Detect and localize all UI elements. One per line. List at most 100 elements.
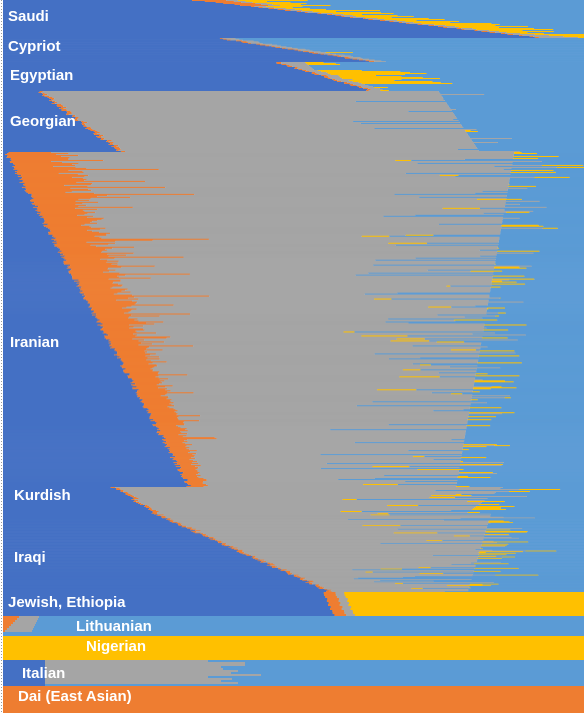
bar-segment-yellow [319,12,381,14]
bar-segment-lightblue [490,477,584,479]
bar-segment-orange [130,496,135,498]
bar-segment-gray [163,514,371,516]
bar-segment-orange [534,37,539,39]
bar-segment-orange [100,325,144,327]
bar-segment-lightblue [402,582,584,585]
bar-segment-gray [185,443,464,445]
bar-segment-yellow [338,75,376,77]
bar-segment-gray [63,106,449,108]
bar-segment-orange [122,364,157,366]
bar-segment-lightblue [503,213,584,216]
bar-segment-blue [3,43,257,45]
bar-segment-lightblue [486,309,584,311]
bar-segment-lightblue [368,85,584,87]
bar-segment-lightblue [344,54,584,56]
bar-segment-gray [112,143,474,145]
bar-segment-orange [157,427,181,429]
bar-segment-gray [434,25,446,27]
bar-segment-yellow [468,587,471,589]
bar-segment-lightblue [320,454,584,456]
bar-segment-yellow [342,499,357,501]
bar-segment-blue [3,370,124,372]
bar-segment-gray [538,37,579,39]
bar-segment-lightblue [456,482,584,484]
bar-segment-lightblue [277,44,584,46]
bar-segment-lightblue [427,269,584,271]
bar-segment-orange [66,113,72,115]
bar-segment-lightblue [470,404,584,406]
bar-segment-orange [44,219,98,222]
bar-segment-blue [3,549,239,551]
bar-segment-blue [3,429,158,431]
bar-segment-orange [309,582,313,585]
bar-segment-orange [92,307,123,309]
bar-segment-lightblue [463,469,584,471]
bar-segment-lightblue [488,300,584,302]
bar-segment-gray [165,394,473,396]
bar-segment-blue [3,244,55,247]
bar-segment-lightblue [439,376,584,378]
bar-segment-blue [3,439,163,441]
bar-segment-orange [178,525,183,527]
bar-segment-gray [112,247,498,250]
bar-segment-blue [3,438,166,440]
bar-segment-lightblue [497,245,584,248]
bar-segment-blue [3,35,520,37]
bar-segment-orange [74,280,121,282]
bar-segment-gray [110,287,491,289]
bar-segment-blue [3,558,254,560]
bar-segment-blue [3,79,333,81]
bar-segment-lightblue [426,242,584,245]
bar-segment-orange [122,361,167,363]
bar-segment-orange [54,102,57,104]
bar-segment-blue [3,327,103,329]
bar-segment-orange [164,443,186,445]
bar-segment-yellow [480,548,483,550]
bar-segment-orange [97,137,102,139]
bar-segment-gray [127,288,491,290]
bar-segment-lightblue [453,113,584,115]
bar-segment-lightblue [468,414,584,416]
bar-segment-orange [276,62,282,64]
bar-segment-lightblue [455,175,584,178]
bar-segment-gray [275,565,476,567]
bar-segment-lightblue [409,72,584,74]
bar-segment-lightblue [526,496,584,498]
bar-segment-orange [124,372,159,374]
bar-segment-lightblue [505,509,584,511]
bar-segment-yellow [490,286,501,288]
bar-segment-gray [338,55,351,57]
bar-segment-gray [97,208,505,211]
bar-segment-orange [180,468,198,470]
bar-segment-blue [3,379,133,381]
bar-segment-orange [529,36,534,38]
bar-segment-lightblue [495,261,584,263]
bar-segment-orange [121,360,151,362]
bar-segment-gray [162,382,475,384]
bar-segment-blue [3,271,69,273]
bar-segment-blue [3,393,138,395]
bar-segment-gray [77,119,454,121]
bar-segment-lightblue [415,214,584,217]
bar-segment-gray [303,578,354,580]
bar-segment-gray [121,290,491,292]
bar-segment-yellow [362,525,401,527]
bar-segment-yellow [326,72,410,74]
bar-segment-lightblue [495,416,584,418]
bar-segment-lightblue [415,257,584,259]
bar-segment-orange [110,143,113,145]
bar-segment-gray [78,120,459,122]
bar-segment-blue [3,540,218,542]
bar-segment-lightblue [464,437,584,439]
bar-segment-blue [3,537,210,539]
bar-segment-orange [10,161,63,164]
bar-segment-lightblue [509,395,584,397]
bar-segment-lightblue [458,470,584,472]
bar-segment-gray [49,96,443,98]
bar-segment-orange [25,187,71,190]
bar-segment-blue [3,596,326,598]
bar-segment-yellow [465,131,478,133]
bar-segment-lightblue [291,47,584,49]
bar-segment-blue [3,295,86,297]
bar-segment-orange [474,30,478,32]
